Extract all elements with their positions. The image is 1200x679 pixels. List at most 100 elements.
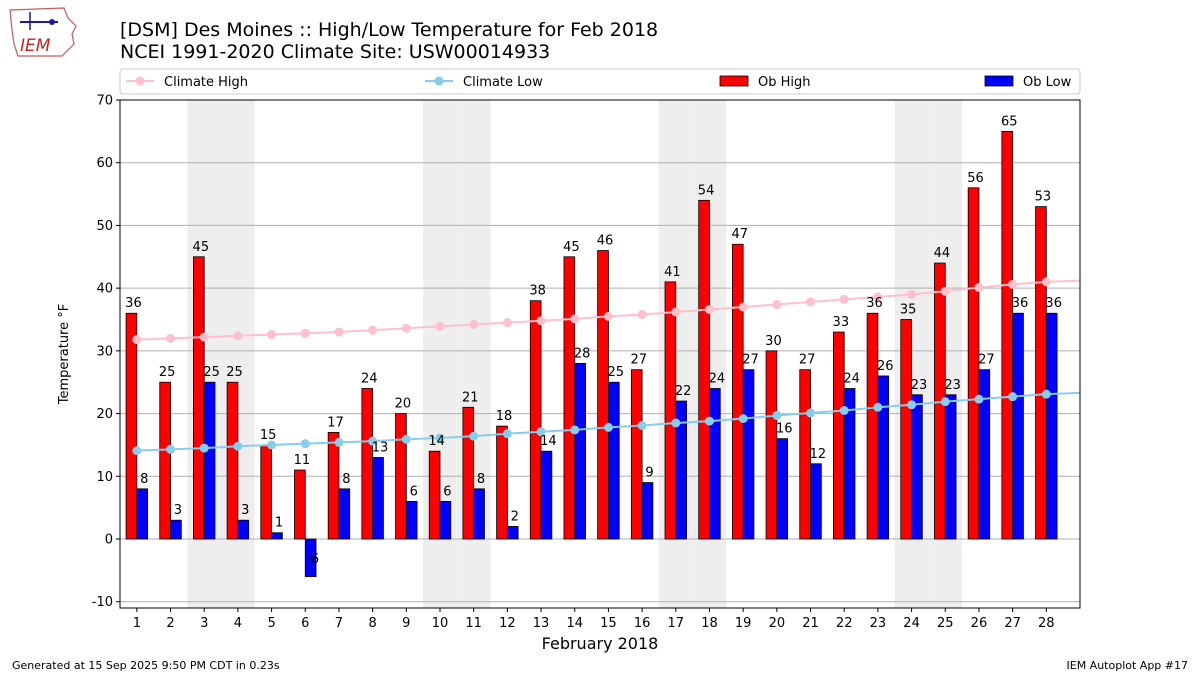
climate-low-point-day-4 [233,441,243,451]
ob-low-bar-day-24 [911,394,923,540]
ob-low-bar-day-19 [742,369,755,540]
climate-high-point-day-26 [974,283,984,293]
ob-low-bar-day-17 [675,400,687,540]
ob-low-data-label: 36 [1012,296,1029,311]
x-tick-label: 27 [1004,616,1021,631]
climate-high-point-day-22 [839,294,849,304]
iem-logo: IEM [9,7,77,57]
climate-high-point-day-25 [940,286,950,296]
ob-low-data-label: 8 [342,472,350,487]
ob-high-bar-day-22 [833,331,845,540]
climate-high-point-day-5 [267,330,277,340]
iowa-outline-icon [9,7,77,57]
x-tick-label: 20 [769,616,786,631]
chart-subtitle: NCEI 1991-2020 Climate Site: USW00014933 [120,41,550,63]
ob-high-data-label: 44 [934,246,951,261]
climate-low-point-day-27 [1008,392,1018,402]
ob-high-data-label: 45 [193,240,210,255]
ob-low-data-label: 24 [709,371,726,386]
ob-high-bar-day-13 [529,300,542,540]
x-tick-label: 17 [668,616,685,631]
ob-high-data-label: 21 [462,390,479,405]
ob-high-bar-day-28 [1035,206,1047,540]
climate-high-point-day-23 [873,292,883,302]
ob-low-data-label: 12 [810,447,827,462]
ob-high-data-label: 46 [597,234,614,249]
ob-high-data-label: 25 [159,365,176,380]
ob-high-data-label: 30 [765,334,782,349]
ob-low-bar-day-27 [1012,312,1024,540]
ob-low-data-label: 24 [843,371,860,386]
ob-low-data-label: 1 [275,516,283,531]
x-tick-label: 3 [200,616,208,631]
ob-low-bar-day-11 [473,488,485,540]
climate-high-point-day-20 [772,299,782,309]
ob-high-data-label: 41 [664,265,681,280]
climate-low-point-day-6 [300,439,310,449]
ob-high-bar-day-20 [765,350,778,540]
y-axis-label: Temperature °F [57,304,72,405]
legend-ob-high-swatch [719,75,749,87]
ob-high-bar-day-16 [630,369,643,540]
ob-low-bar-day-28 [1045,312,1058,540]
ob-low-data-label: 6 [410,484,418,499]
ob-high-bar-day-23 [866,312,879,540]
ob-low-data-label: 27 [742,353,759,368]
ob-low-bar-day-25 [944,394,957,540]
climate-low-point-day-22 [839,405,849,415]
climate-low-point-day-1 [132,446,142,456]
ob-high-bar-day-11 [462,406,475,540]
ob-high-bar-day-7 [327,431,340,540]
chart-title: [DSM] Des Moines :: High/Low Temperature… [120,19,658,41]
climate-low-point-day-16 [637,420,647,430]
logo-dot-icon [49,19,55,25]
ob-low-data-label: 3 [241,503,249,518]
climate-low-point-day-28 [1041,389,1051,399]
climate-low-point-day-25 [940,397,950,407]
ob-low-data-label: 25 [608,365,625,380]
legend-label-climate-high: Climate High [164,75,248,90]
ob-high-bar-day-12 [496,425,508,540]
ob-low-bar-day-1 [136,488,149,540]
ob-high-data-label: 17 [327,415,344,430]
climate-low-point-day-9 [401,434,411,444]
ob-low-data-label: 22 [675,384,692,399]
legend-label-ob-high: Ob High [758,75,811,90]
climate-low-point-day-12 [502,429,512,439]
ob-low-data-label: 26 [877,359,894,374]
ob-low-data-label: 36 [1045,296,1062,311]
ob-high-bar-day-8 [361,388,374,540]
climate-high-point-day-17 [671,307,681,317]
climate-high-point-day-11 [469,320,479,330]
ob-high-data-label: 24 [361,371,378,386]
ob-high-bar-day-24 [900,319,912,540]
ob-low-data-label: 8 [477,472,485,487]
ob-low-data-label: 8 [140,472,148,487]
ob-high-data-label: 27 [630,353,647,368]
y-tick-label: 40 [96,282,113,297]
x-tick-label: 25 [937,616,954,631]
ob-low-bar-day-23 [877,375,890,540]
x-tick-label: 16 [634,616,651,631]
ob-low-data-label: 9 [645,466,653,481]
ob-high-data-label: 18 [496,409,513,424]
ob-high-data-label: 20 [395,397,412,412]
y-tick-label: 0 [105,533,113,548]
climate-high-point-day-18 [704,304,714,314]
x-tick-label: 8 [368,616,376,631]
ob-low-bar-day-3 [203,381,216,540]
y-tick-label: 20 [96,407,113,422]
x-tick-label: 1 [133,616,141,631]
ob-high-bar-day-15 [597,250,609,540]
ob-low-data-label: 13 [372,440,389,455]
legend-item-ob-low: Ob Low [984,75,1072,90]
climate-low-point-day-19 [738,414,748,424]
ob-high-data-label: 25 [226,365,243,380]
climate-high-point-day-2 [166,333,176,343]
climate-low-point-day-24 [907,400,917,410]
legend-climate-high-marker [135,76,145,86]
ob-low-data-label: 25 [203,365,220,380]
legend-item-climate-low: Climate Low [425,75,543,90]
